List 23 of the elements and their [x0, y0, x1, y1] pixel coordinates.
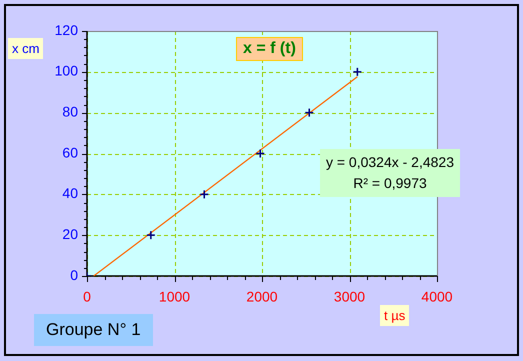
y-tick-label: 60 — [62, 144, 78, 160]
x-axis-title: t µs — [380, 305, 410, 326]
point — [200, 190, 209, 200]
y-axis-title: x cm — [8, 38, 44, 59]
y-tick-label: 100 — [54, 62, 78, 79]
text: x = f (t) — [236, 37, 303, 61]
point — [304, 108, 314, 118]
point — [146, 230, 156, 240]
point — [352, 67, 362, 77]
x-tick-label: 4000 — [421, 288, 453, 304]
y-tick-label: 20 — [62, 226, 78, 242]
text: Groupe N° 1 — [34, 314, 153, 346]
point — [256, 148, 265, 158]
y-tick-label: 80 — [62, 104, 78, 120]
x-tick-label: 2000 — [246, 288, 278, 304]
x-tick-label: 0 — [83, 288, 92, 304]
annotation: y = 0,0324x - 2,4823 — [324, 153, 456, 172]
y-tick-label: 0 — [70, 266, 78, 283]
y-tick-label: 120 — [54, 22, 78, 38]
x-tick-label: 1000 — [158, 288, 190, 304]
annotation: R² = 0,9973 — [352, 174, 428, 193]
y-tick-label: 40 — [62, 185, 78, 202]
x-tick-label: 3000 — [334, 288, 366, 304]
